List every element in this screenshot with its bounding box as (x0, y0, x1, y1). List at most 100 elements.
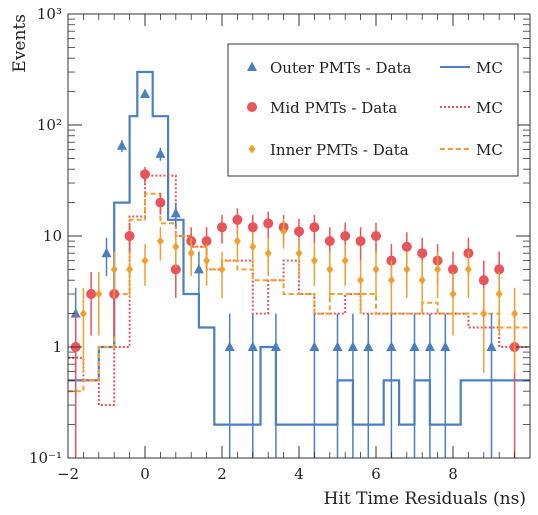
legend-label: MC (476, 59, 503, 77)
data-point (309, 214, 320, 244)
data-marker (332, 341, 343, 351)
y-axis-label: Events (10, 14, 30, 73)
data-marker (124, 231, 135, 241)
y-tick-label: 10² (37, 116, 62, 134)
data-point (218, 251, 226, 298)
data-point (141, 244, 149, 286)
data-marker (79, 309, 87, 319)
data-marker (449, 289, 457, 299)
data-marker (340, 231, 351, 241)
data-marker (363, 341, 374, 351)
legend-label: Outer PMTs - Data (270, 59, 411, 77)
data-marker (401, 241, 412, 252)
data-point (187, 237, 195, 277)
legend-label: Mid PMTs - Data (270, 99, 397, 117)
data-point (309, 313, 320, 458)
data-marker (480, 309, 488, 319)
data-point (101, 237, 112, 277)
legend-label: MC (476, 141, 503, 159)
data-point (371, 222, 381, 255)
legend-label: MC (476, 99, 503, 117)
data-marker (126, 264, 134, 274)
data-marker (270, 341, 281, 351)
data-marker (101, 247, 112, 258)
data-marker (201, 236, 212, 247)
data-marker (418, 275, 426, 285)
data-point (155, 192, 166, 215)
data-marker (294, 226, 304, 237)
data-point (86, 272, 97, 336)
data-point (357, 260, 365, 314)
legend-marker (247, 102, 257, 112)
data-point (249, 232, 257, 268)
data-marker (155, 197, 166, 208)
data-marker (464, 264, 472, 274)
data-marker (170, 264, 181, 275)
data-point (310, 244, 318, 286)
data-marker (280, 226, 288, 236)
data-point (155, 147, 166, 161)
x-axis-label: Hit Time Residuals (ns) (324, 489, 526, 509)
data-point (247, 313, 258, 458)
x-tick-label: 4 (294, 465, 304, 483)
data-marker (141, 256, 149, 266)
data-marker (170, 207, 181, 218)
data-marker (387, 275, 395, 285)
data-marker (172, 242, 180, 252)
data-marker (203, 256, 211, 266)
legend-marker (247, 61, 257, 71)
data-point (424, 313, 435, 458)
data-point (363, 313, 374, 458)
mc-histogram-dotted (68, 174, 530, 406)
data-marker (511, 309, 519, 319)
data-point (418, 260, 426, 314)
y-tick-label: 10⁻¹ (29, 449, 62, 467)
x-tick-label: 6 (371, 465, 381, 483)
x-tick-label: 2 (217, 465, 227, 483)
data-point (449, 272, 457, 336)
data-point (124, 222, 135, 255)
data-marker (224, 341, 235, 351)
data-marker (486, 341, 497, 351)
data-point (79, 287, 87, 373)
y-axis-ticks: 10⁻¹ 1 10 10² 10³ (29, 5, 530, 467)
data-marker (309, 341, 320, 351)
data-point (440, 313, 451, 458)
x-axis-ticks: −2 0 2 4 6 8 (57, 14, 531, 483)
data-point (116, 140, 127, 153)
data-point (140, 88, 150, 99)
data-marker (310, 256, 318, 266)
data-point (280, 218, 288, 249)
y-tick-label: 1 (52, 338, 62, 356)
data-marker (140, 88, 150, 99)
data-marker (193, 263, 204, 274)
legend-label: Inner PMTs - Data (270, 141, 409, 159)
data-point (224, 313, 235, 458)
data-marker (347, 341, 358, 351)
data-marker (217, 222, 227, 233)
data-point (270, 313, 281, 458)
data-marker (495, 289, 503, 299)
data-marker (155, 148, 166, 158)
data-point (217, 214, 227, 244)
data-point (233, 227, 241, 261)
data-point (341, 244, 349, 286)
data-point (409, 313, 420, 458)
legend-marker (248, 144, 256, 154)
data-marker (341, 256, 349, 266)
data-point (332, 313, 343, 458)
data-marker (187, 248, 195, 258)
data-marker (409, 341, 420, 351)
data-point (172, 232, 180, 268)
data-point (263, 211, 274, 240)
y-tick-label: 10³ (37, 5, 62, 23)
data-marker (218, 264, 226, 274)
data-point (95, 272, 103, 336)
data-point (140, 166, 150, 184)
data-point (326, 251, 334, 298)
data-marker (386, 341, 397, 351)
data-marker (403, 264, 411, 274)
legend: Outer PMTs - Data Mid PMTs - Data Inner PM… (227, 43, 519, 177)
data-point (347, 313, 358, 458)
